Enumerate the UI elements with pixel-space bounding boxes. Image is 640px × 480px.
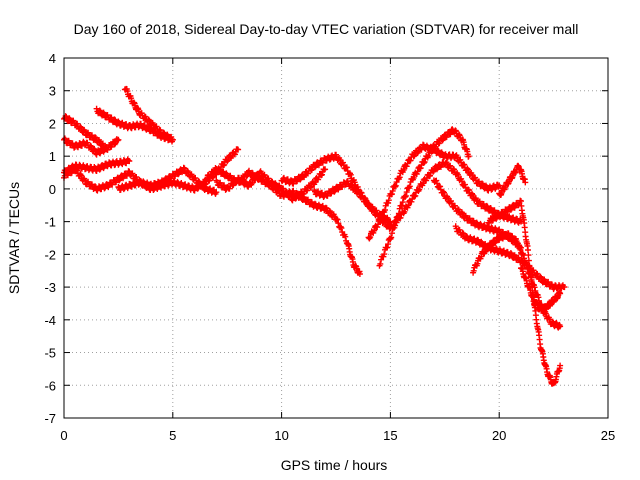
chart-title: Day 160 of 2018, Sidereal Day-to-day VTE… — [74, 21, 579, 37]
x-tick-label: 10 — [274, 428, 288, 443]
series-arc-13 — [365, 141, 503, 242]
series-arc-20 — [518, 265, 564, 314]
y-axis-label: SDTVAR / TECUs — [6, 182, 22, 294]
y-tick-label: 4 — [49, 51, 56, 66]
x-tick-label: 5 — [169, 428, 176, 443]
series-points — [376, 126, 472, 269]
x-tick-label: 20 — [492, 428, 506, 443]
series-arc-9 — [213, 166, 329, 204]
series-points — [387, 159, 524, 231]
series-points — [518, 265, 564, 314]
series-arc-11 — [311, 178, 394, 232]
y-tick-label: -4 — [44, 313, 56, 328]
y-tick-label: 1 — [49, 149, 56, 164]
x-tick-label: 15 — [383, 428, 397, 443]
x-tick-label: 25 — [601, 428, 615, 443]
y-tick-label: -2 — [44, 247, 56, 262]
y-tick-label: -7 — [44, 411, 56, 426]
y-tick-label: -1 — [44, 215, 56, 230]
series-arc-4 — [121, 85, 176, 143]
series-points — [121, 85, 176, 143]
series-points — [311, 178, 394, 232]
series-points — [213, 166, 329, 204]
x-tick-label: 0 — [60, 428, 67, 443]
y-tick-label: -6 — [44, 378, 56, 393]
plot-frame — [63, 57, 609, 419]
series-points — [496, 162, 529, 198]
series-arc-14 — [387, 159, 524, 231]
y-tick-label: -5 — [44, 346, 56, 361]
y-tick-label: 2 — [49, 116, 56, 131]
x-axis-label: GPS time / hours — [281, 457, 388, 473]
data-points — [61, 85, 568, 387]
y-tick-label: 0 — [49, 182, 56, 197]
series-arc-19 — [496, 162, 529, 198]
axis-ticks: -7 -6 -5 -4 -3 -2 -1 0 1 2 3 4 0 5 10 15 20 25 — [44, 51, 615, 443]
series-points — [365, 141, 503, 242]
series-arc-12 — [376, 126, 472, 269]
y-tick-label: 3 — [49, 84, 56, 99]
y-tick-label: -3 — [44, 280, 56, 295]
